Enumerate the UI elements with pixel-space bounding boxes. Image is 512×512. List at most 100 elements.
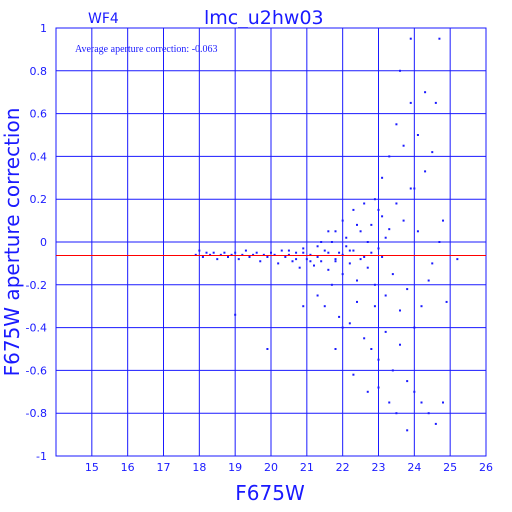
- data-point: [395, 123, 398, 126]
- data-point: [384, 330, 387, 333]
- data-point: [327, 251, 330, 254]
- data-point: [363, 337, 366, 340]
- data-point: [363, 255, 366, 258]
- data-point: [209, 253, 212, 256]
- data-point: [284, 255, 287, 258]
- data-point: [259, 260, 262, 263]
- data-point: [295, 258, 298, 261]
- data-point: [409, 37, 412, 40]
- data-point: [388, 401, 391, 404]
- data-point: [313, 264, 315, 267]
- average-annotation: Average aperture correction: -0.063: [75, 44, 218, 55]
- data-point: [334, 230, 337, 233]
- y-tick-label: 0.2: [30, 193, 48, 206]
- data-point: [287, 253, 290, 256]
- data-point: [270, 251, 272, 254]
- data-point: [327, 230, 330, 233]
- data-point: [334, 258, 337, 261]
- data-point: [442, 219, 444, 222]
- data-point: [427, 279, 430, 282]
- x-tick-label: 22: [336, 461, 350, 474]
- data-point: [341, 219, 344, 222]
- data-point: [341, 253, 344, 256]
- data-point: [280, 249, 283, 252]
- data-point: [370, 348, 373, 350]
- data-point: [198, 249, 201, 252]
- data-point: [413, 390, 416, 393]
- data-point: [216, 258, 219, 261]
- data-point: [438, 241, 441, 243]
- data-point: [373, 283, 376, 286]
- plot-frame: [55, 27, 487, 457]
- data-point: [291, 260, 294, 263]
- y-tick-label: -0.2: [26, 279, 47, 292]
- data-point: [388, 228, 391, 231]
- y-tick-label: 0.4: [30, 150, 48, 163]
- data-point: [305, 258, 308, 261]
- data-point: [273, 253, 276, 256]
- data-point: [356, 223, 358, 226]
- data-point: [295, 251, 298, 254]
- data-point: [266, 255, 269, 258]
- data-point: [359, 230, 362, 233]
- data-point: [366, 390, 369, 393]
- data-point: [370, 251, 373, 254]
- data-point: [409, 187, 412, 190]
- data-point: [316, 255, 319, 258]
- data-point: [366, 266, 369, 269]
- y-tick-label: 1: [40, 22, 47, 35]
- data-point: [287, 249, 290, 252]
- data-point: [424, 170, 427, 173]
- data-point: [402, 144, 405, 147]
- data-point: [302, 305, 305, 308]
- data-point: [309, 260, 312, 263]
- data-point: [373, 305, 376, 308]
- x-tick-label: 23: [372, 461, 386, 474]
- data-point: [377, 386, 380, 389]
- data-point: [348, 249, 351, 252]
- data-point: [377, 358, 380, 361]
- data-point: [345, 245, 348, 248]
- data-point: [445, 300, 448, 303]
- data-point: [262, 253, 265, 256]
- data-point: [309, 253, 312, 256]
- data-point: [395, 202, 398, 205]
- data-point: [323, 249, 326, 252]
- data-point: [320, 260, 323, 263]
- data-point: [431, 262, 434, 265]
- data-point: [420, 401, 423, 404]
- data-point: [370, 223, 373, 226]
- data-point: [327, 268, 330, 271]
- data-point: [352, 208, 355, 211]
- x-tick-labels: 15 16 17 18 19 20 21 22 23 24 25 26: [85, 461, 493, 474]
- grid: [56, 28, 486, 456]
- y-tick-label: -1: [36, 450, 47, 463]
- x-tick-label: 18: [192, 461, 206, 474]
- y-tick-labels: -1 -0.8 -0.6 -0.4 -0.2 0 0.2 0.4 0.6 0.8 1: [26, 22, 47, 463]
- data-point: [348, 322, 351, 325]
- data-point: [391, 369, 394, 372]
- x-tick-label: 26: [479, 461, 493, 474]
- data-point: [356, 300, 358, 303]
- y-tick-label: 0.8: [30, 65, 48, 78]
- data-point: [201, 255, 204, 258]
- data-point: [395, 412, 398, 415]
- data-point: [363, 202, 366, 205]
- data-point: [406, 380, 409, 383]
- data-point: [434, 101, 437, 104]
- x-tick-label: 19: [228, 461, 242, 474]
- data-points: [194, 37, 459, 432]
- x-tick-label: 16: [121, 461, 135, 474]
- data-point: [381, 215, 384, 218]
- x-tick-label: 21: [300, 461, 314, 474]
- data-point: [434, 422, 437, 425]
- data-point: [442, 401, 444, 404]
- data-point: [230, 253, 233, 256]
- data-point: [252, 253, 255, 256]
- x-tick-label: 20: [264, 461, 278, 474]
- data-point: [237, 258, 240, 261]
- data-point: [241, 253, 244, 256]
- data-point: [366, 241, 369, 243]
- data-point: [330, 283, 333, 286]
